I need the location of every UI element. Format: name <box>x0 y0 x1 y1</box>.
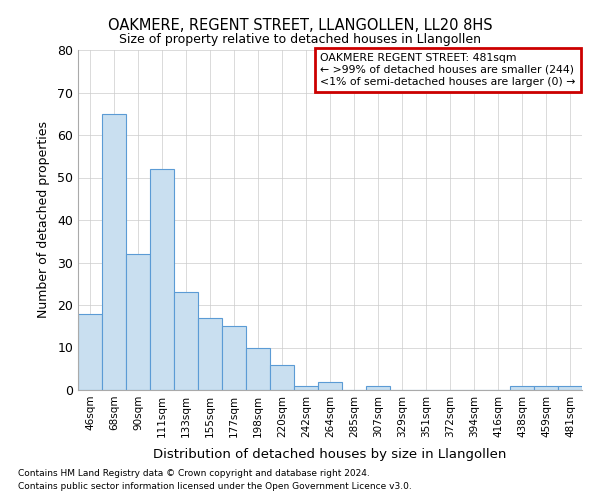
Bar <box>270 364 294 390</box>
Text: OAKMERE REGENT STREET: 481sqm
← >99% of detached houses are smaller (244)
<1% of: OAKMERE REGENT STREET: 481sqm ← >99% of … <box>320 54 575 86</box>
Text: Size of property relative to detached houses in Llangollen: Size of property relative to detached ho… <box>119 32 481 46</box>
Bar <box>222 326 246 390</box>
Y-axis label: Number of detached properties: Number of detached properties <box>37 122 50 318</box>
Bar <box>366 386 390 390</box>
Bar <box>174 292 198 390</box>
Text: OAKMERE, REGENT STREET, LLANGOLLEN, LL20 8HS: OAKMERE, REGENT STREET, LLANGOLLEN, LL20… <box>107 18 493 32</box>
Text: Contains public sector information licensed under the Open Government Licence v3: Contains public sector information licen… <box>18 482 412 491</box>
X-axis label: Distribution of detached houses by size in Llangollen: Distribution of detached houses by size … <box>154 448 506 461</box>
Bar <box>150 169 174 390</box>
Bar <box>198 318 222 390</box>
Text: Contains HM Land Registry data © Crown copyright and database right 2024.: Contains HM Land Registry data © Crown c… <box>18 468 370 477</box>
Bar <box>102 114 126 390</box>
Bar <box>126 254 150 390</box>
Bar <box>318 382 342 390</box>
Bar <box>558 386 582 390</box>
Bar <box>294 386 318 390</box>
Bar <box>78 314 102 390</box>
Bar <box>246 348 270 390</box>
Bar <box>534 386 558 390</box>
Bar <box>510 386 534 390</box>
